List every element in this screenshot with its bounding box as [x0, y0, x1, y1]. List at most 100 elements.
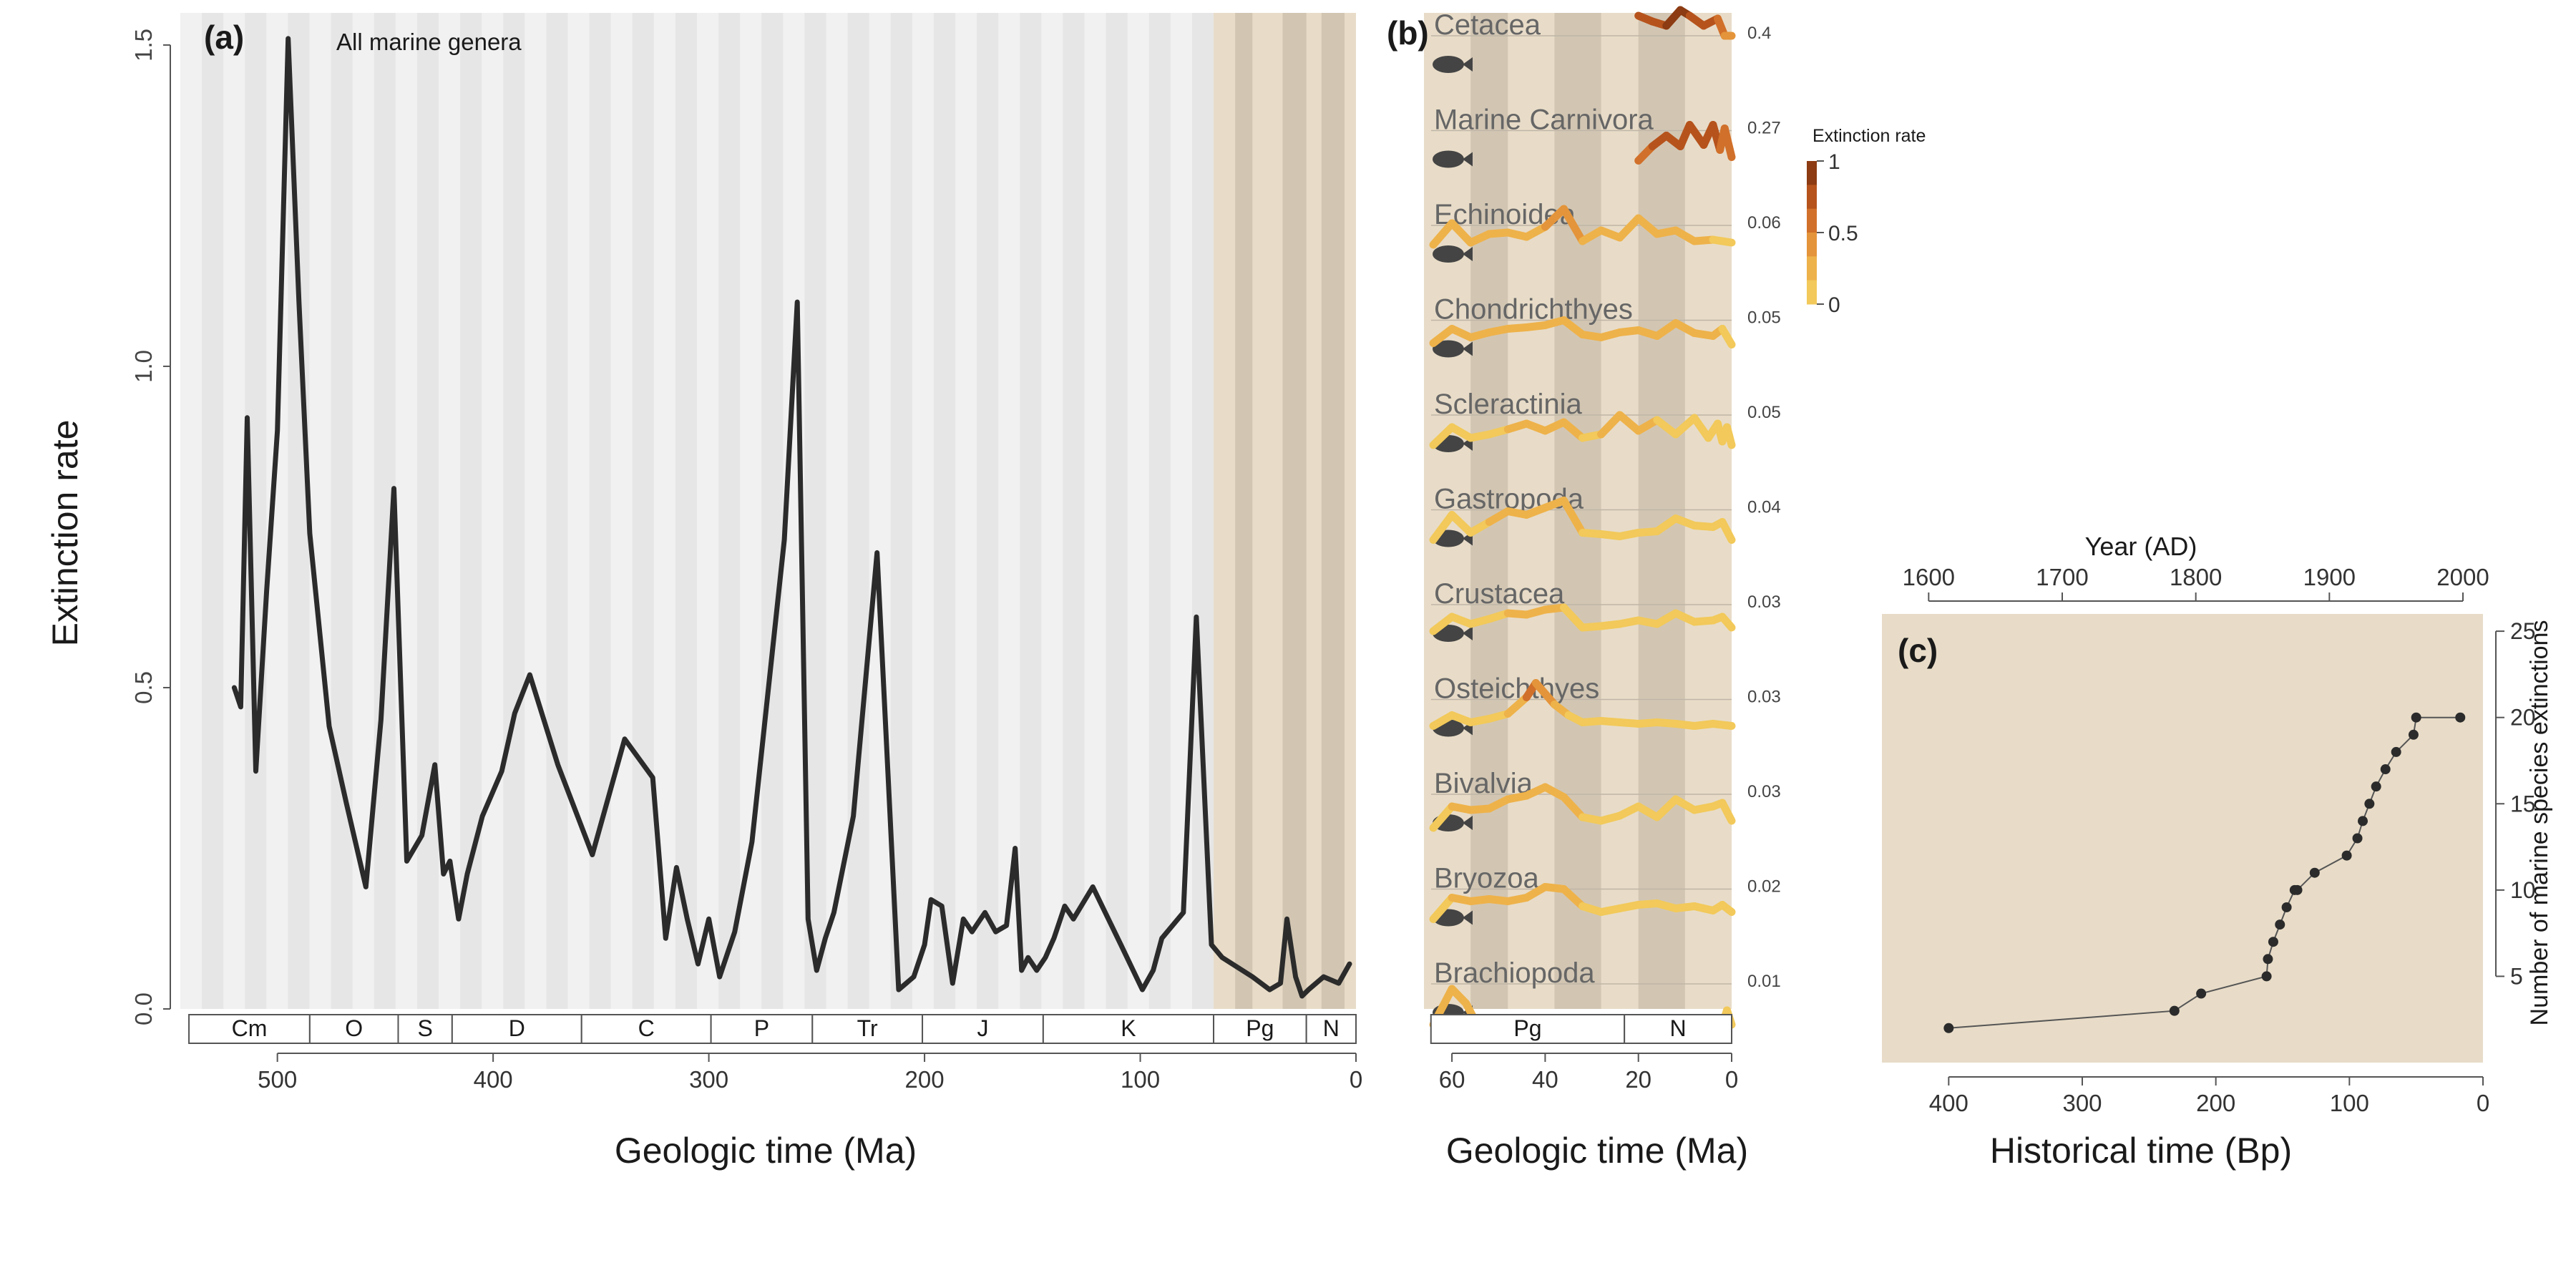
extinction-point	[2371, 781, 2381, 792]
x2-tick-label: 1600	[1903, 564, 1955, 590]
taxon-line-segment	[1429, 423, 1456, 449]
period-label-p: P	[754, 1015, 769, 1041]
walrus-tail	[1463, 152, 1473, 167]
panel-c-x-axis-title: Historical time (Bp)	[1990, 1131, 2292, 1171]
taxon-line-segment	[1720, 125, 1736, 161]
panel-a-title: All marine genera	[336, 29, 522, 55]
background-stripe	[416, 13, 439, 1009]
period-label-pg: Pg	[1246, 1015, 1274, 1041]
background-stripe	[1170, 13, 1193, 1009]
taxon-line-segment	[1429, 894, 1456, 923]
background-stripe	[632, 13, 655, 1009]
background-stripe	[352, 13, 375, 1009]
background-stripe	[933, 13, 956, 1009]
panel-c-y-axis-title: Number of marine species extinctions	[2526, 620, 2553, 1026]
x-tick-label: 0	[1350, 1066, 1362, 1093]
taxon-line-segment	[1718, 325, 1736, 348]
taxon-name-osteichthyes: Osteichthyes	[1434, 673, 1599, 705]
x2-tick-label: 2000	[2436, 564, 2489, 590]
taxon-max-chondrichthyes: 0.05	[1747, 308, 1781, 328]
clam-tail	[1463, 816, 1473, 830]
taxon-line-segment	[1718, 518, 1736, 544]
background-stripe	[503, 13, 525, 1009]
x-tick-label: 100	[1121, 1066, 1160, 1093]
taxon-line-segment	[1718, 613, 1736, 632]
background-stripe	[202, 13, 224, 1009]
shark-icon	[1433, 340, 1473, 358]
colorbar-segment	[1807, 256, 1817, 281]
panel-b-band	[1554, 13, 1601, 1009]
period-box-n	[1305, 1014, 1357, 1044]
colorbar-segment	[1807, 208, 1817, 233]
taxon-line-segment	[1709, 720, 1736, 730]
colorbar-title: Extinction rate	[1813, 126, 1926, 146]
background-stripe	[697, 13, 719, 1009]
panel-c-axes: 400 300 200 100 0 1600 1700 1800 1900 2000 5 10 15 20…	[1903, 564, 2536, 1116]
taxon-line-segment	[1597, 411, 1624, 439]
x-tick-label: 0	[2477, 1090, 2489, 1116]
shark-body	[1433, 340, 1464, 358]
taxon-line-segment	[1616, 411, 1643, 435]
background-stripe	[525, 13, 547, 1009]
panel-b-taxon-strips: Cetacea 0.4 Marine Carnivora 0.27 Echinoidea…	[1429, 6, 1781, 1029]
background-stripe	[1084, 13, 1107, 1009]
taxon-name-bryozoa: Bryozoa	[1434, 863, 1539, 894]
panel-a-x-axis-title: Geologic time (Ma)	[615, 1131, 917, 1171]
extinction-point	[2391, 746, 2401, 757]
dolphin-tail	[1463, 57, 1473, 72]
period-label-o: O	[345, 1015, 363, 1041]
taxon-max-cetacea: 0.4	[1747, 24, 1771, 43]
taxon-line-segment	[1559, 603, 1587, 632]
taxon-line-segment	[1429, 219, 1456, 249]
extinction-point	[2196, 988, 2207, 999]
taxon-max-marine-carnivora: 0.27	[1747, 119, 1781, 138]
panel-c-label: (c)	[1898, 632, 1938, 669]
background-stripe	[675, 13, 698, 1009]
period-label-cm: Cm	[232, 1015, 268, 1041]
y-tick-label: 0.0	[130, 992, 157, 1025]
taxon-strip-bivalvia: Bivalvia 0.03	[1429, 768, 1781, 832]
background-stripe	[761, 13, 784, 1009]
period-box-n	[1624, 1014, 1733, 1044]
background-stripe	[1041, 13, 1063, 1009]
taxon-max-crustacea: 0.03	[1747, 592, 1781, 612]
panel-a: Cm O S D C P Tr J K Pg N 0.0 0.5 1.0 1.5 500 400 300 200…	[45, 13, 1362, 1171]
taxon-max-bivalvia: 0.03	[1747, 782, 1781, 801]
background-stripe	[223, 13, 245, 1009]
background-stripe	[1020, 13, 1042, 1009]
extinction-rate-colorbar: Extinction rate 1 0.5 0	[1807, 126, 1926, 317]
taxon-strip-crustacea: Crustacea 0.03	[1429, 578, 1781, 642]
x-tick-label: 500	[258, 1066, 297, 1093]
extinction-point	[2408, 729, 2419, 740]
taxon-name-cetacea: Cetacea	[1434, 9, 1541, 41]
taxon-strip-osteichthyes: Osteichthyes 0.03	[1429, 673, 1781, 737]
period-box-j	[922, 1014, 1044, 1044]
colorbar-tick-label: 0.5	[1828, 222, 1858, 245]
y-tick-label: 5	[2510, 963, 2523, 989]
taxon-name-crustacea: Crustacea	[1434, 578, 1565, 610]
x2-tick-label: 1900	[2303, 564, 2356, 590]
y-tick-label: 1.5	[130, 29, 157, 62]
extinction-point	[2455, 712, 2466, 723]
extinction-point	[2341, 850, 2352, 861]
panel-b-band	[1638, 13, 1685, 1009]
y-tick-label: 25	[2510, 618, 2536, 644]
urchin-icon	[1433, 245, 1473, 263]
background-stripe	[567, 13, 590, 1009]
x-tick-label: 400	[474, 1066, 513, 1093]
taxon-line-segment	[1559, 497, 1587, 537]
panel-a-period-bar: Cm O S D C P Tr J K Pg N	[188, 1014, 1357, 1044]
background-stripe	[890, 13, 913, 1009]
taxon-line-segment	[1503, 693, 1531, 718]
walrus-body	[1433, 150, 1464, 168]
panel-a-x-axis: 500 400 300 200 100 0	[258, 1053, 1362, 1093]
extinction-point	[2275, 919, 2285, 930]
background-stripe	[1127, 13, 1150, 1009]
y-tick-label: 1.0	[130, 350, 157, 383]
taxon-name-marine-carnivora: Marine Carnivora	[1434, 104, 1654, 136]
all-marine-genera-line	[231, 36, 1352, 999]
colorbar-tick-label: 1	[1828, 150, 1840, 174]
background-stripe	[1148, 13, 1171, 1009]
extinction-point	[2261, 971, 2272, 982]
panel-b-x-axis-title: Geologic time (Ma)	[1446, 1131, 1748, 1171]
